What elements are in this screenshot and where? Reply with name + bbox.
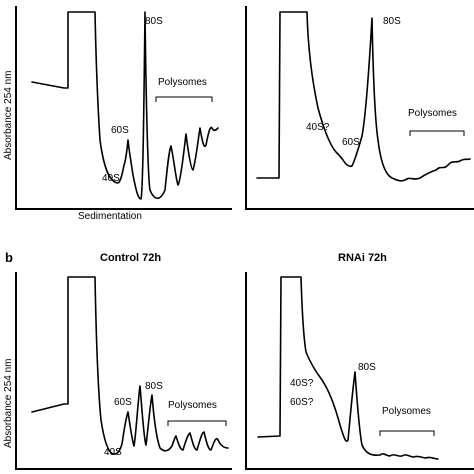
chart-bottom-left: Control 72h Absorbance 254 nm 40S 60S 80… (3, 252, 232, 470)
polysomes-label: Polysomes (158, 77, 207, 88)
peak-label-60s: 60S (111, 125, 129, 136)
peak-label-80s: 80S (145, 16, 163, 27)
polysomes-label: Polysomes (168, 400, 217, 411)
peak-label-80s: 80S (145, 381, 163, 392)
polysomes-label: Polysomes (408, 108, 457, 119)
peak-label-40s: 40S? (290, 378, 314, 389)
y-axis-label: Absorbance 254 nm (3, 70, 14, 160)
chart-top-left: Absorbance 254 nm Sedimentation 40S 60S … (3, 6, 232, 222)
absorbance-trace (31, 11, 219, 200)
absorbance-trace (256, 11, 471, 182)
chart-bottom-right: RNAi 72h 40S? 60S? 80S Polysomes (245, 252, 474, 470)
peak-label-80s: 80S (358, 362, 376, 373)
panel-label-b: b (5, 250, 13, 265)
x-axis-label: Sedimentation (78, 211, 142, 222)
polysomes-bracket (155, 96, 213, 102)
peak-label-80s: 80S (383, 16, 401, 27)
y-axis-label: Absorbance 254 nm (3, 358, 14, 448)
peak-label-60s: 60S? (290, 397, 314, 408)
peak-label-40s: 40S? (306, 122, 330, 133)
polysomes-bracket (379, 430, 435, 436)
polysomes-bracket (167, 420, 227, 426)
peak-label-60s: 60S (114, 397, 132, 408)
polysomes-bracket (409, 130, 465, 136)
absorbance-trace (257, 276, 439, 460)
peak-label-60s: 60S (342, 137, 360, 148)
chart-title: Control 72h (100, 252, 161, 264)
peak-label-40s: 40S (102, 173, 120, 184)
peak-label-40s: 40S (104, 447, 122, 458)
polysomes-label: Polysomes (382, 406, 431, 417)
chart-top-right: 40S? 60S 80S Polysomes (245, 6, 474, 210)
absorbance-trace (31, 276, 229, 455)
chart-title: RNAi 72h (338, 252, 387, 264)
